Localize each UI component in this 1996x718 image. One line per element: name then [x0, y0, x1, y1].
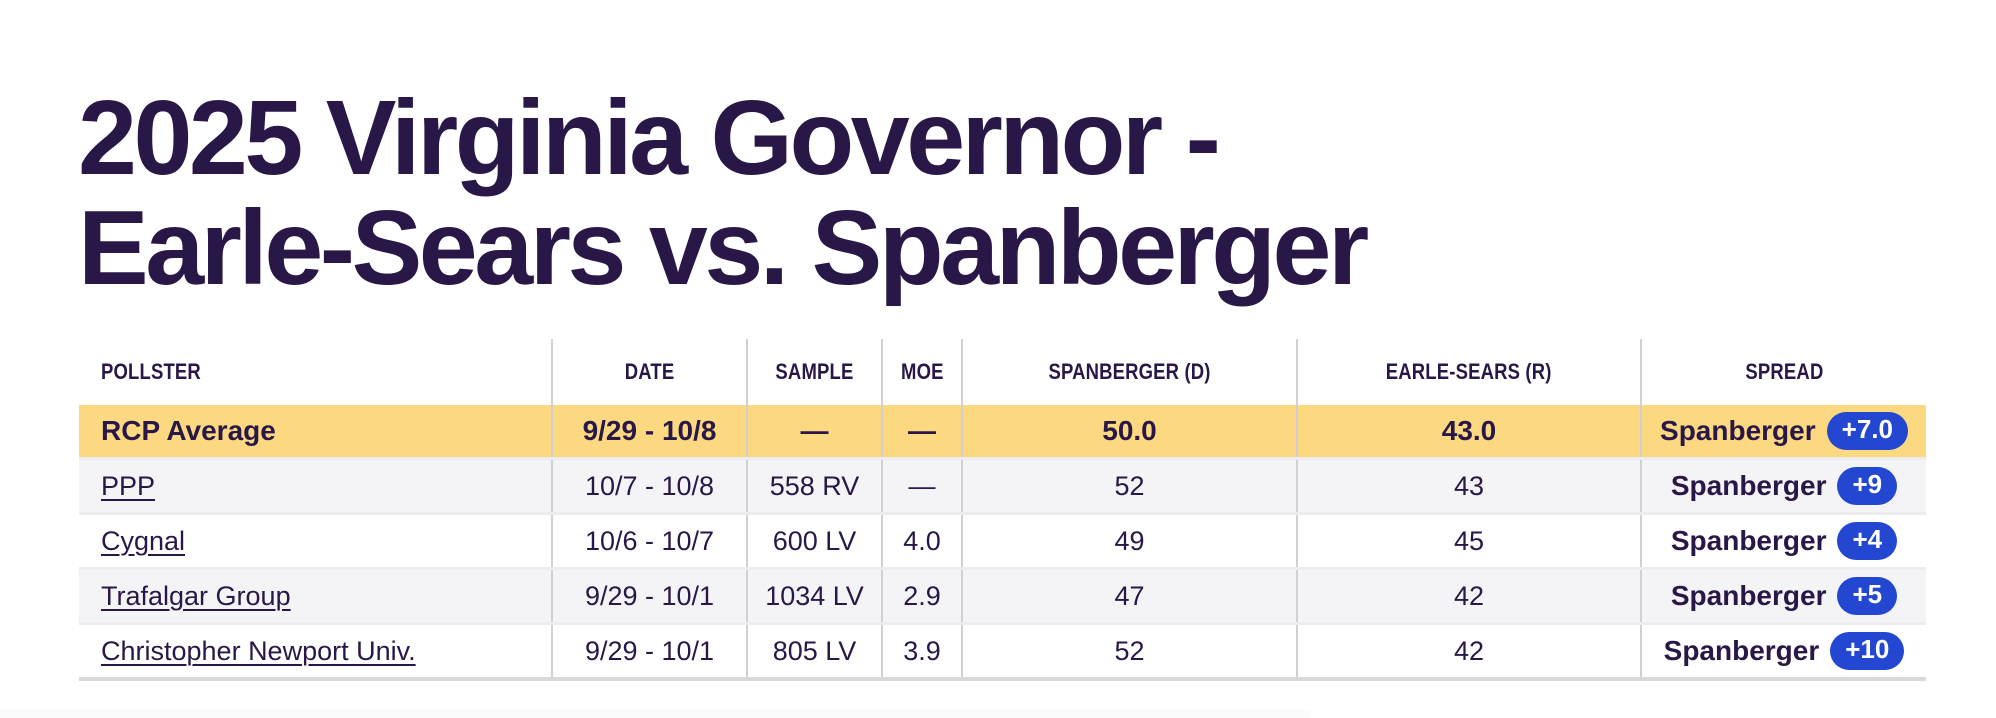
spread-margin-badge: +9: [1837, 467, 1898, 505]
column-header-rep: EARLE-SEARS (R): [1296, 339, 1640, 405]
spread-leader-name: Spanberger: [1663, 635, 1820, 666]
date-cell: 9/29 - 10/8: [551, 405, 746, 457]
column-header-label: SPREAD: [1744, 359, 1824, 384]
moe-cell: 2.9: [881, 570, 961, 622]
column-header-label: DATE: [624, 359, 675, 384]
spread-leader-name: Spanberger: [1670, 470, 1827, 501]
moe-cell: 3.9: [881, 625, 961, 677]
rep-value-cell: 45: [1296, 515, 1640, 567]
date-cell: 9/29 - 10/1: [551, 570, 746, 622]
pollster-link[interactable]: Trafalgar Group: [101, 580, 291, 611]
spread-cell: Spanberger +5: [1640, 570, 1926, 622]
moe-cell: 4.0: [881, 515, 961, 567]
column-header-pollster: POLLSTER: [79, 339, 551, 405]
column-header-moe: MOE: [881, 339, 961, 405]
column-header-label: MOE: [900, 359, 944, 384]
table-row: Cygnal 10/6 - 10/7 600 LV 4.0 49 45 Spanberger…: [79, 512, 1926, 567]
dem-value-cell: 52: [961, 460, 1296, 512]
page-title-line-1: 2025 Virginia Governor -: [78, 79, 1221, 198]
dem-value-cell: 49: [961, 515, 1296, 567]
sample-cell: 600 LV: [746, 515, 881, 567]
column-header-label: SAMPLE: [775, 359, 854, 384]
date-cell: 10/6 - 10/7: [551, 515, 746, 567]
column-header-label: POLLSTER: [101, 359, 201, 384]
spread-margin-badge: +7.0: [1826, 412, 1908, 450]
spread-leader-name: Spanberger: [1660, 415, 1816, 446]
moe-cell: —: [881, 460, 961, 512]
spread-margin-badge: +5: [1837, 577, 1898, 615]
table-header-row: POLLSTER DATE SAMPLE MOE SPANBERGER (D) EARLE…: [79, 339, 1926, 405]
pollster-cell: Trafalgar Group: [79, 570, 551, 622]
spread-cell: Spanberger +10: [1640, 625, 1926, 677]
table-body: RCP Average 9/29 - 10/8— —50.0 43.0 Spanberg…: [79, 405, 1926, 677]
pollster-cell: RCP Average: [79, 405, 551, 457]
sample-cell: 805 LV: [746, 625, 881, 677]
spread-margin-badge: +10: [1830, 632, 1905, 670]
moe-cell: —: [881, 405, 961, 457]
dem-value-cell: 50.0: [961, 405, 1296, 457]
pollster-label: RCP Average: [101, 415, 276, 446]
dem-value-cell: 47: [961, 570, 1296, 622]
table-row: RCP Average 9/29 - 10/8— —50.0 43.0 Spanberg…: [79, 405, 1926, 457]
sample-cell: 1034 LV: [746, 570, 881, 622]
spread-cell: Spanberger +7.0: [1640, 405, 1926, 457]
column-header-label: SPANBERGER (D): [1048, 359, 1211, 384]
rep-value-cell: 42: [1296, 570, 1640, 622]
spread-leader-name: Spanberger: [1670, 525, 1827, 556]
column-header-label: EARLE-SEARS (R): [1386, 359, 1552, 384]
rep-value-cell: 42: [1296, 625, 1640, 677]
pollster-link[interactable]: Christopher Newport Univ.: [101, 635, 416, 666]
column-header-date: DATE: [551, 339, 746, 405]
table-row: PPP 10/7 - 10/8 558 RV —52 43 Spanberger +9: [79, 457, 1926, 512]
column-header-spread: SPREAD: [1640, 339, 1926, 405]
table-row: Christopher Newport Univ. 9/29 - 10/1 805 …: [79, 622, 1926, 677]
pollster-cell: PPP: [79, 460, 551, 512]
spread-cell: Spanberger +4: [1640, 515, 1926, 567]
rep-value-cell: 43: [1296, 460, 1640, 512]
pollster-cell: Christopher Newport Univ.: [79, 625, 551, 677]
poll-table: POLLSTER DATE SAMPLE MOE SPANBERGER (D) EARLE…: [79, 339, 1926, 681]
next-section-edge: [0, 709, 1311, 718]
spread-margin-badge: +4: [1837, 522, 1898, 560]
column-header-sample: SAMPLE: [746, 339, 881, 405]
table-row: Trafalgar Group 9/29 - 10/1 1034 LV 2.9 47 42…: [79, 567, 1926, 622]
dem-value-cell: 52: [961, 625, 1296, 677]
column-header-dem: SPANBERGER (D): [961, 339, 1296, 405]
date-cell: 10/7 - 10/8: [551, 460, 746, 512]
sample-cell: 558 RV: [746, 460, 881, 512]
pollster-cell: Cygnal: [79, 515, 551, 567]
pollster-link[interactable]: PPP: [101, 470, 156, 501]
spread-cell: Spanberger +9: [1640, 460, 1926, 512]
spread-leader-name: Spanberger: [1670, 580, 1827, 611]
sample-cell: —: [746, 405, 881, 457]
page-title: 2025 Virginia Governor - Earle-Sears vs.…: [78, 79, 1638, 308]
pollster-link[interactable]: Cygnal: [101, 525, 186, 556]
rep-value-cell: 43.0: [1296, 405, 1640, 457]
page-title-line-2: Earle-Sears vs. Spanberger: [78, 189, 1369, 308]
date-cell: 9/29 - 10/1: [551, 625, 746, 677]
